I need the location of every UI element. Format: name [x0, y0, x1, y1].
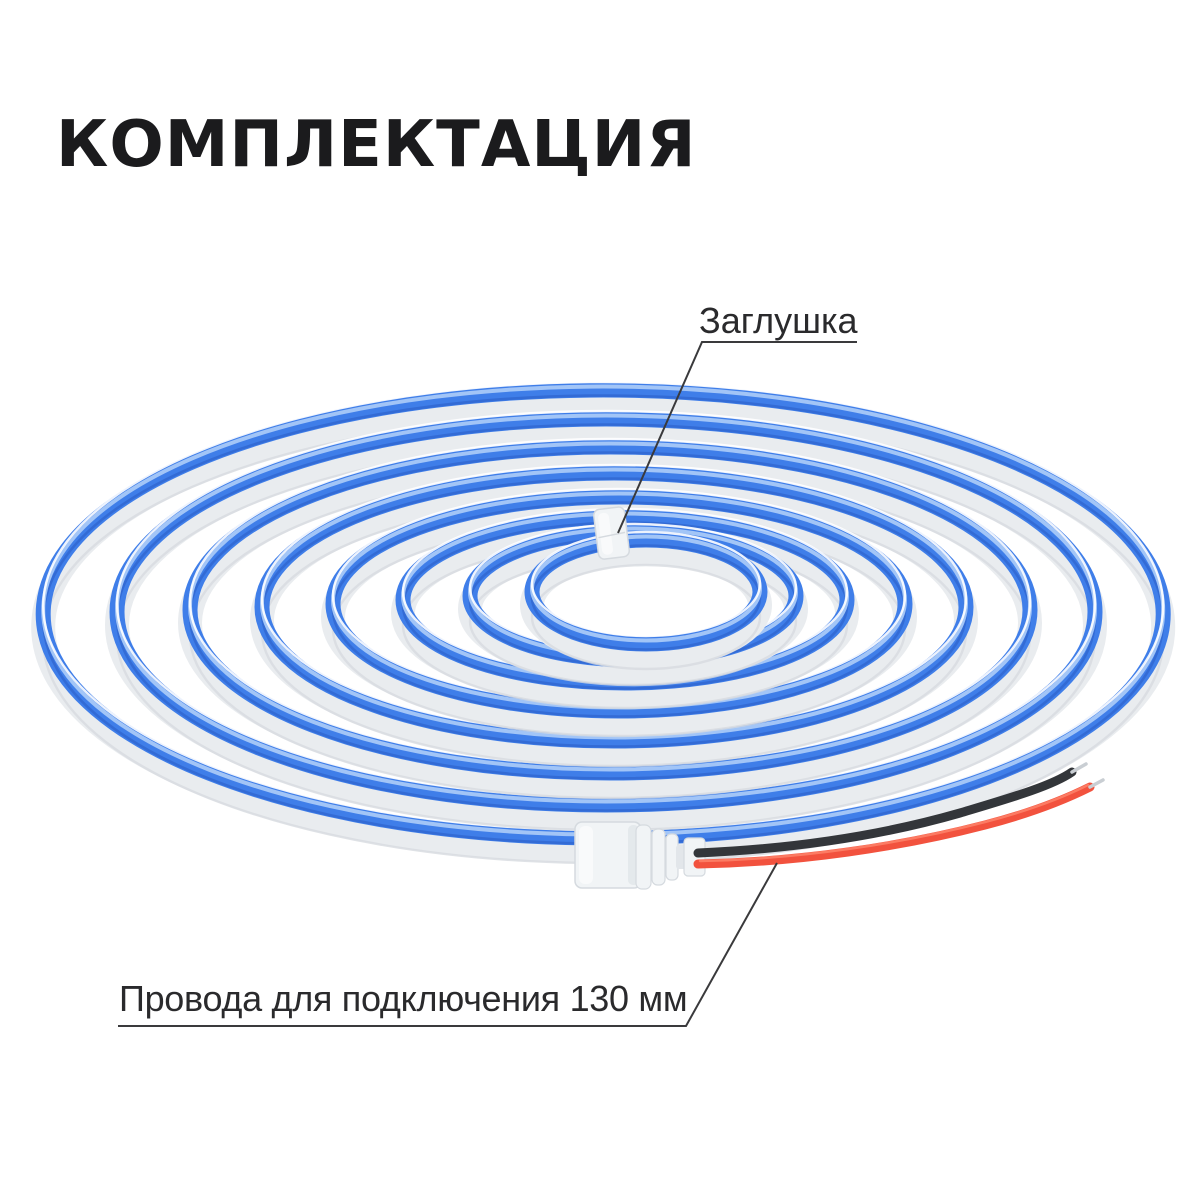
strip-rim: [41, 380, 1165, 832]
end-cap-label: Заглушка: [699, 300, 858, 341]
connector-body-highlight: [579, 826, 593, 884]
strip-glow: [35, 382, 1171, 846]
neon-strip-coil: [31, 380, 1176, 865]
connector-fin-1: [635, 824, 652, 890]
page-title: КОМПЛЕКТАЦИЯ: [56, 107, 697, 182]
strip-wall: [31, 391, 1176, 863]
strip-glow-highlight: [41, 384, 1166, 837]
end-cap-highlight: [598, 512, 613, 555]
end-cap: [593, 506, 630, 560]
wire-red-highlight: [698, 783, 1090, 863]
leader-line-wires: [118, 862, 778, 1027]
wires: [693, 762, 1105, 869]
strip-wall-edge: [530, 563, 762, 671]
wire-black-tip: [1070, 762, 1088, 774]
wire-red: [693, 782, 1095, 869]
wire-red-tip: [1088, 778, 1105, 789]
coil-turn-7: [520, 530, 772, 671]
strip-rim: [530, 530, 762, 638]
wires-label: Провода для подключения 130 мм: [119, 978, 688, 1019]
leader-line-endcap: [617, 341, 857, 534]
coil-turn-3: [250, 463, 978, 768]
strip-glow-edge: [41, 394, 1165, 845]
end-cap-seam: [598, 531, 626, 539]
leader-lines: [118, 341, 857, 1027]
connector-fin-2: [651, 828, 666, 886]
wire-black: [693, 767, 1077, 858]
connector: [574, 821, 706, 890]
coil-turn-0: [31, 380, 1176, 865]
